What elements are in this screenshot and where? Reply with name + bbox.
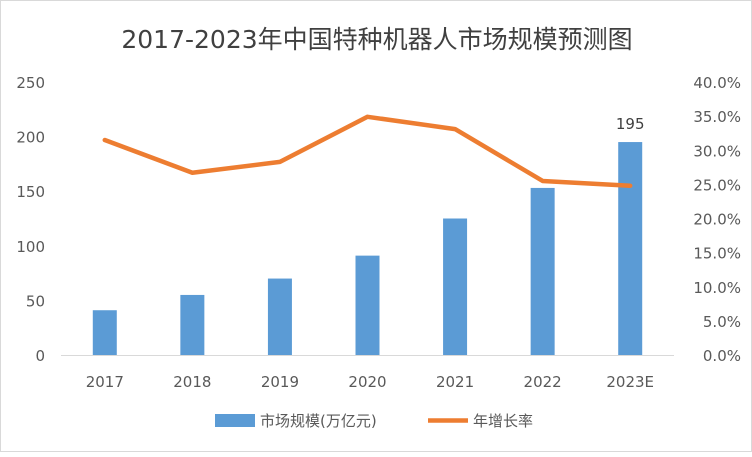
bar-2020 [356, 256, 380, 355]
legend-swatch-bar [215, 414, 255, 427]
x-axis-tick-label: 2019 [261, 373, 299, 391]
legend-label-line: 年增长率 [473, 412, 533, 430]
x-axis-tick-label: 2021 [436, 373, 474, 391]
right-axis-tick-label: 30.0% [693, 142, 741, 160]
growth-rate-line [105, 117, 630, 186]
x-axis-tick-label: 2022 [524, 373, 562, 391]
left-axis-tick-label: 150 [16, 183, 45, 201]
bar-2017 [93, 310, 117, 355]
x-axis-tick-label: 2020 [348, 373, 386, 391]
bar-2021 [443, 219, 467, 356]
left-axis-tick-label: 50 [26, 292, 45, 310]
right-axis-tick-label: 5.0% [703, 313, 741, 331]
bar-2023E [618, 142, 642, 355]
bar-2022 [531, 188, 555, 355]
chart-title: 2017-2023年中国特种机器人市场规模预测图 [121, 25, 632, 54]
left-axis-tick-label: 200 [16, 129, 45, 147]
bar-2018 [180, 295, 204, 355]
left-axis-tick-label: 0 [35, 347, 45, 365]
right-axis-tick-label: 35.0% [693, 108, 741, 126]
left-axis-tick-label: 100 [16, 238, 45, 256]
right-axis-tick-label: 0.0% [703, 347, 741, 365]
data-label: 195 [616, 115, 645, 133]
legend-label-bar: 市场规模(万亿元) [260, 412, 377, 430]
x-axis-tick-label: 2023E [606, 373, 654, 391]
bar-2019 [268, 279, 292, 355]
right-axis-tick-label: 10.0% [693, 279, 741, 297]
right-axis-tick-label: 20.0% [693, 211, 741, 229]
right-axis-tick-label: 40.0% [693, 74, 741, 92]
x-axis-tick-label: 2018 [173, 373, 211, 391]
right-axis-tick-label: 25.0% [693, 176, 741, 194]
left-axis-tick-label: 250 [16, 74, 45, 92]
right-axis-tick-label: 15.0% [693, 245, 741, 263]
x-axis-tick-label: 2017 [86, 373, 124, 391]
